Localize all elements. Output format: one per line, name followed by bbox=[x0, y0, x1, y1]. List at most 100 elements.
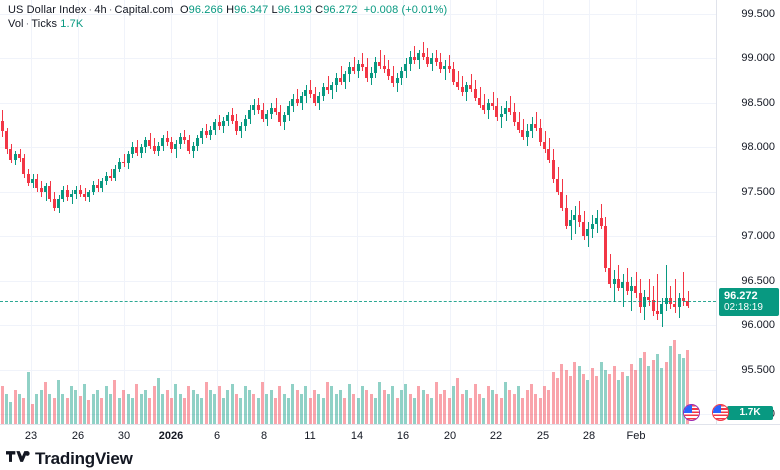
volume-bar bbox=[404, 384, 408, 424]
candle-body bbox=[417, 53, 421, 61]
volume-bar bbox=[317, 394, 321, 424]
volume-bar bbox=[677, 354, 681, 424]
volume-bar bbox=[243, 386, 247, 424]
candle-body bbox=[521, 129, 525, 137]
time-gridline bbox=[171, 0, 172, 424]
chart-plot-area[interactable] bbox=[0, 0, 716, 424]
volume-bar bbox=[321, 398, 325, 424]
candle-body bbox=[274, 108, 278, 112]
candle-body bbox=[130, 147, 134, 155]
time-axis-tick: 6 bbox=[213, 430, 221, 442]
volume-bar bbox=[438, 394, 442, 424]
candle-wick bbox=[458, 70, 459, 91]
volume-bar bbox=[447, 398, 451, 424]
volume-bar bbox=[35, 394, 39, 424]
tradingview-logo[interactable]: TradingView bbox=[6, 446, 133, 470]
candle-body bbox=[408, 56, 412, 64]
candle-body bbox=[226, 115, 230, 121]
candle-body bbox=[504, 108, 508, 114]
time-axis-tick: Feb bbox=[626, 430, 646, 442]
price-axis-tick: 99.500 bbox=[741, 8, 775, 20]
price-axis-tick: 98.000 bbox=[741, 141, 775, 154]
candle-body bbox=[22, 158, 26, 174]
candle-body bbox=[608, 268, 612, 285]
candle-body bbox=[603, 225, 607, 269]
candle-body bbox=[569, 220, 573, 226]
time-gridline bbox=[636, 0, 637, 424]
candle-wick bbox=[423, 42, 424, 61]
candle-body bbox=[256, 104, 260, 110]
candle-body bbox=[213, 122, 217, 130]
time-gridline bbox=[589, 0, 590, 424]
volume-bar bbox=[534, 394, 538, 424]
volume-bar bbox=[360, 386, 364, 424]
volume-bar bbox=[412, 398, 416, 424]
volume-bar bbox=[595, 376, 599, 424]
volume-bar bbox=[608, 374, 612, 424]
volume-bar bbox=[313, 390, 317, 424]
volume-bar bbox=[165, 390, 169, 424]
volume-bar bbox=[195, 394, 199, 424]
volume-bar bbox=[660, 368, 664, 424]
candle-body bbox=[430, 58, 434, 64]
price-axis[interactable]: 96.272 02:18:19 1.7K 99.500 99.000 98.500 9… bbox=[716, 0, 780, 424]
current-price-line bbox=[0, 300, 716, 302]
volume-bar bbox=[287, 398, 291, 424]
candle-body bbox=[404, 63, 408, 71]
candle-body bbox=[564, 207, 568, 226]
candle-body bbox=[365, 67, 369, 78]
volume-bar bbox=[9, 402, 13, 424]
volume-bar bbox=[382, 390, 386, 424]
candle-body bbox=[239, 126, 243, 132]
time-axis-tick: 14 bbox=[350, 430, 364, 442]
price-axis-tick: 97.000 bbox=[741, 230, 775, 243]
volume-bar bbox=[39, 390, 43, 424]
volume-bar bbox=[564, 370, 568, 424]
volume-bar bbox=[464, 390, 468, 424]
volume-bar bbox=[686, 350, 690, 424]
volume-bar bbox=[139, 394, 143, 424]
candle-wick bbox=[354, 56, 355, 75]
volume-bar bbox=[122, 390, 126, 424]
candle-body bbox=[35, 179, 39, 189]
candle-body bbox=[673, 303, 677, 308]
price-axis-tick: 95.500 bbox=[741, 363, 775, 376]
candle-body bbox=[269, 108, 273, 114]
price-axis-tick: 99.000 bbox=[741, 52, 775, 65]
candle-body bbox=[243, 118, 247, 126]
volume-bar bbox=[634, 370, 638, 424]
candle-wick bbox=[675, 278, 676, 313]
us-flag-event-2-icon[interactable] bbox=[712, 404, 729, 421]
candle-wick bbox=[493, 92, 494, 110]
volume-bar bbox=[226, 390, 230, 424]
candle-body bbox=[100, 181, 104, 189]
candle-body bbox=[18, 154, 22, 158]
volume-bar bbox=[356, 398, 360, 424]
candle-wick bbox=[536, 111, 537, 132]
candle-body bbox=[252, 104, 256, 110]
current-price-badge[interactable]: 96.272 02:18:19 bbox=[719, 287, 779, 316]
volume-bar bbox=[425, 394, 429, 424]
volume-bar bbox=[252, 394, 256, 424]
us-flag-event-1-icon[interactable] bbox=[683, 404, 700, 421]
candle-body bbox=[547, 149, 551, 160]
volume-bar bbox=[495, 394, 499, 424]
candle-body bbox=[178, 136, 182, 144]
time-gridline bbox=[217, 0, 218, 424]
flag-canton bbox=[713, 405, 721, 413]
candle-wick bbox=[519, 111, 520, 134]
candle-wick bbox=[393, 65, 394, 87]
time-axis[interactable]: 23 26 30 2026 6 8 11 14 16 20 22 25 28 Feb bbox=[0, 424, 780, 447]
candle-body bbox=[9, 149, 13, 160]
volume-bar bbox=[343, 398, 347, 424]
candle-wick bbox=[328, 76, 329, 94]
candle-body bbox=[621, 282, 625, 288]
volume-bar bbox=[525, 390, 529, 424]
candle-body bbox=[161, 138, 165, 146]
volume-value-badge[interactable]: 1.7K bbox=[727, 406, 773, 420]
volume-bar bbox=[638, 358, 642, 424]
candle-body bbox=[261, 110, 265, 119]
candle-body bbox=[352, 67, 356, 71]
candle-body bbox=[582, 222, 586, 237]
